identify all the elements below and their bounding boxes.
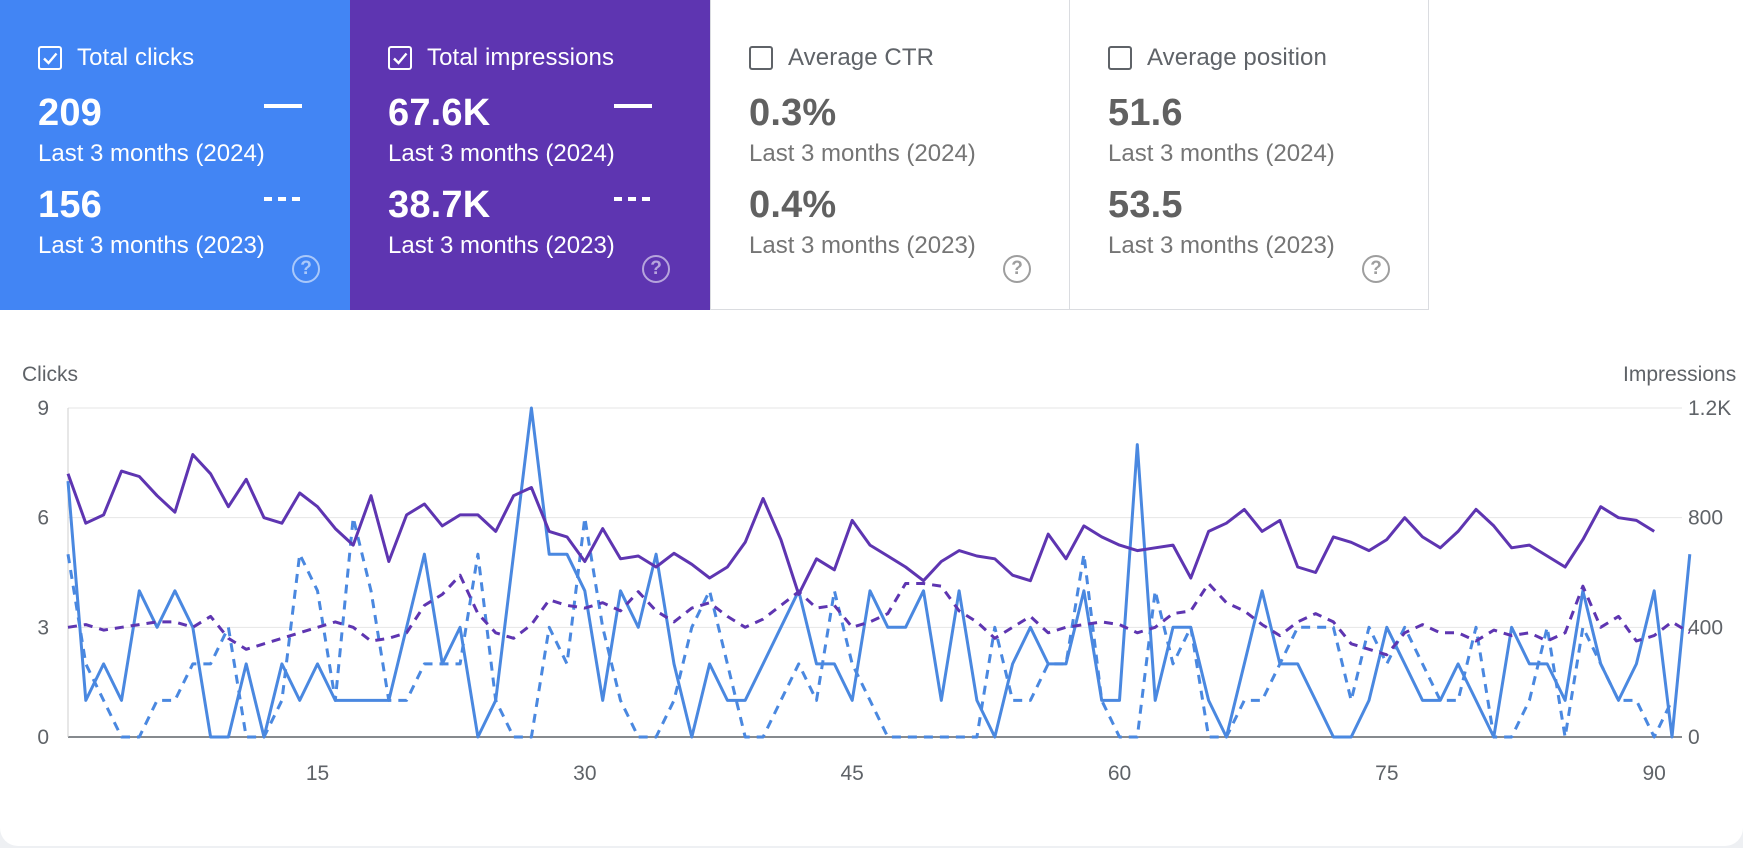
card-title: Total impressions bbox=[427, 44, 615, 71]
card-average-ctr[interactable]: Average CTR 0.3% Last 3 months (2024) 0.… bbox=[710, 0, 1070, 310]
solid-line-legend-icon bbox=[614, 104, 652, 108]
card-title: Average CTR bbox=[788, 44, 935, 71]
x-tick-label: 75 bbox=[1375, 762, 1398, 785]
period-label-2023: Last 3 months (2023) bbox=[749, 232, 976, 259]
period-label-2024: Last 3 months (2024) bbox=[749, 140, 976, 167]
metric-value-2023: 0.4% bbox=[749, 184, 837, 226]
metric-value-2024: 51.6 bbox=[1108, 92, 1183, 134]
solid-line-legend-icon bbox=[264, 104, 302, 108]
right-y-ticks: 0 400 800 1.2K bbox=[1688, 397, 1731, 749]
left-tick-label: 3 bbox=[37, 616, 49, 639]
help-icon[interactable]: ? bbox=[1003, 255, 1031, 283]
card-header: Total clicks bbox=[38, 44, 194, 72]
left-axis-title: Clicks bbox=[22, 363, 78, 386]
series-lines bbox=[66, 406, 1692, 739]
card-total-impressions[interactable]: Total impressions 67.6K Last 3 months (2… bbox=[350, 0, 710, 310]
checkbox-checked-icon[interactable] bbox=[388, 46, 412, 70]
metric-value-2023: 156 bbox=[38, 184, 103, 226]
gridlines bbox=[67, 407, 1682, 738]
series-line-impressions-2023 bbox=[67, 573, 1691, 657]
x-tick-label: 45 bbox=[840, 762, 863, 785]
card-average-position[interactable]: Average position 51.6 Last 3 months (202… bbox=[1069, 0, 1429, 310]
period-label-2024: Last 3 months (2024) bbox=[38, 140, 265, 167]
dashed-line-legend-icon bbox=[614, 197, 652, 201]
right-axis-title: Impressions bbox=[1623, 363, 1736, 386]
metric-cards: Total clicks 209 Last 3 months (2024) 15… bbox=[0, 0, 1430, 310]
period-label-2024: Last 3 months (2024) bbox=[388, 140, 615, 167]
performance-chart[interactable]: Clicks Impressions 0 3 6 9 0 400 800 1.2K 15 30… bbox=[0, 350, 1743, 790]
help-icon[interactable]: ? bbox=[642, 255, 670, 283]
checkbox-checked-icon[interactable] bbox=[38, 46, 62, 70]
checkbox-unchecked-icon[interactable] bbox=[749, 46, 773, 70]
metric-value-2024: 209 bbox=[38, 92, 103, 134]
metric-value-2023: 38.7K bbox=[388, 184, 491, 226]
x-tick-label: 60 bbox=[1108, 762, 1131, 785]
metric-value-2024: 0.3% bbox=[749, 92, 837, 134]
help-icon[interactable]: ? bbox=[292, 255, 320, 283]
right-tick-label: 400 bbox=[1688, 616, 1723, 639]
left-tick-label: 9 bbox=[37, 397, 49, 420]
right-tick-label: 800 bbox=[1688, 507, 1723, 530]
left-tick-label: 6 bbox=[37, 507, 49, 530]
left-y-ticks: 0 3 6 9 bbox=[37, 397, 49, 749]
metric-value-2024: 67.6K bbox=[388, 92, 491, 134]
period-label-2024: Last 3 months (2024) bbox=[1108, 140, 1335, 167]
x-tick-label: 90 bbox=[1642, 762, 1665, 785]
metric-value-2023: 53.5 bbox=[1108, 184, 1183, 226]
series-line-clicks-2023 bbox=[66, 516, 1674, 739]
right-tick-label: 1.2K bbox=[1688, 397, 1731, 420]
card-title: Average position bbox=[1147, 44, 1327, 71]
x-ticks: 15 30 45 60 75 90 bbox=[306, 762, 1666, 785]
card-header: Average position bbox=[1108, 44, 1327, 72]
checkbox-unchecked-icon[interactable] bbox=[1108, 46, 1132, 70]
card-total-clicks[interactable]: Total clicks 209 Last 3 months (2024) 15… bbox=[0, 0, 360, 310]
x-tick-label: 15 bbox=[306, 762, 329, 785]
help-icon[interactable]: ? bbox=[1362, 255, 1390, 283]
left-tick-label: 0 bbox=[37, 726, 49, 749]
period-label-2023: Last 3 months (2023) bbox=[38, 232, 265, 259]
card-title: Total clicks bbox=[77, 44, 195, 71]
card-header: Average CTR bbox=[749, 44, 934, 72]
right-tick-label: 0 bbox=[1688, 726, 1700, 749]
period-label-2023: Last 3 months (2023) bbox=[388, 232, 615, 259]
period-label-2023: Last 3 months (2023) bbox=[1108, 232, 1335, 259]
card-header: Total impressions bbox=[388, 44, 614, 72]
x-tick-label: 30 bbox=[573, 762, 596, 785]
dashed-line-legend-icon bbox=[264, 197, 302, 201]
series-line-impressions-2024 bbox=[66, 453, 1655, 596]
series-line-clicks-2024 bbox=[66, 406, 1692, 739]
